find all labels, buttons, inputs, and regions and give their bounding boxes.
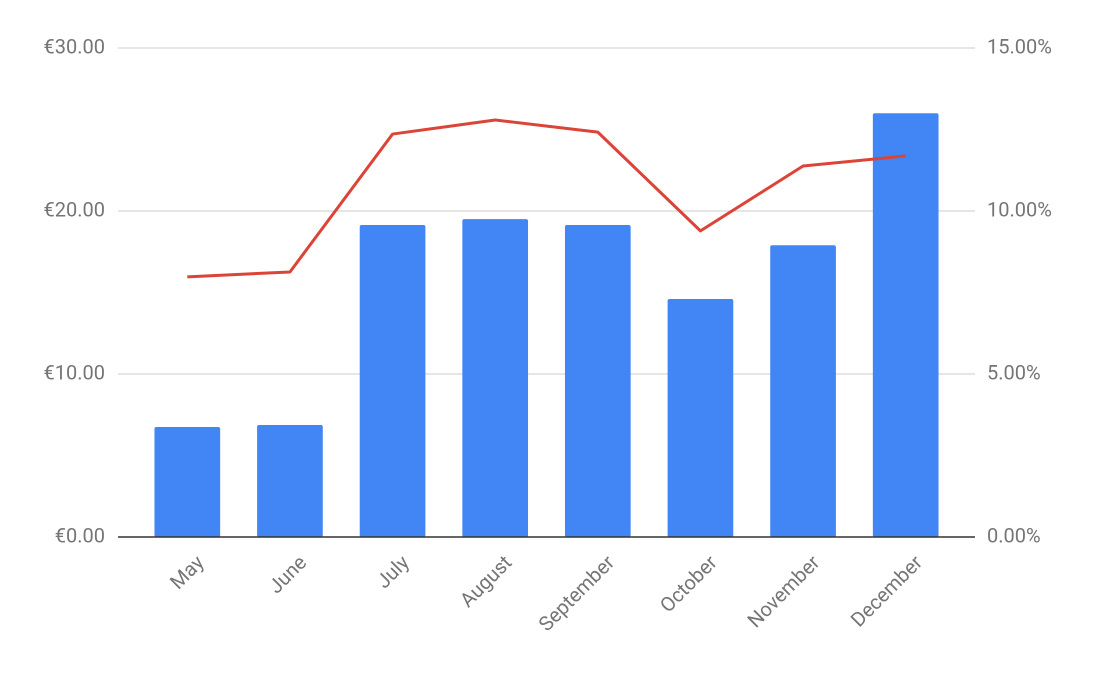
y-tick-label: €0.00 xyxy=(55,523,105,547)
bar xyxy=(257,425,323,537)
y2-tick-label: 5.00% xyxy=(987,360,1041,384)
bar xyxy=(770,245,836,538)
bar xyxy=(872,113,939,537)
bar xyxy=(462,219,529,537)
bar xyxy=(154,426,221,537)
y2-tick-label: 10.00% xyxy=(987,197,1052,221)
line xyxy=(187,118,906,279)
x-tick-label: December xyxy=(846,550,927,631)
y2-tick-label: 15.00% xyxy=(987,34,1052,58)
x-tick-label: September xyxy=(534,550,620,636)
bar xyxy=(667,299,734,537)
x-tick-label: August xyxy=(455,550,517,612)
x-tick-label: November xyxy=(742,550,824,632)
x-tick-label: July xyxy=(371,550,414,593)
y-tick-label: €10.00 xyxy=(44,360,105,384)
y-tick-label: €20.00 xyxy=(44,197,105,221)
bar xyxy=(564,225,631,537)
bar xyxy=(359,225,426,537)
x-tick-label: October xyxy=(655,550,722,617)
x-tick-label: June xyxy=(263,550,311,598)
x-tick-label: May xyxy=(165,550,209,594)
y2-tick-label: 0.00% xyxy=(987,523,1041,547)
y-tick-label: €30.00 xyxy=(44,34,105,58)
